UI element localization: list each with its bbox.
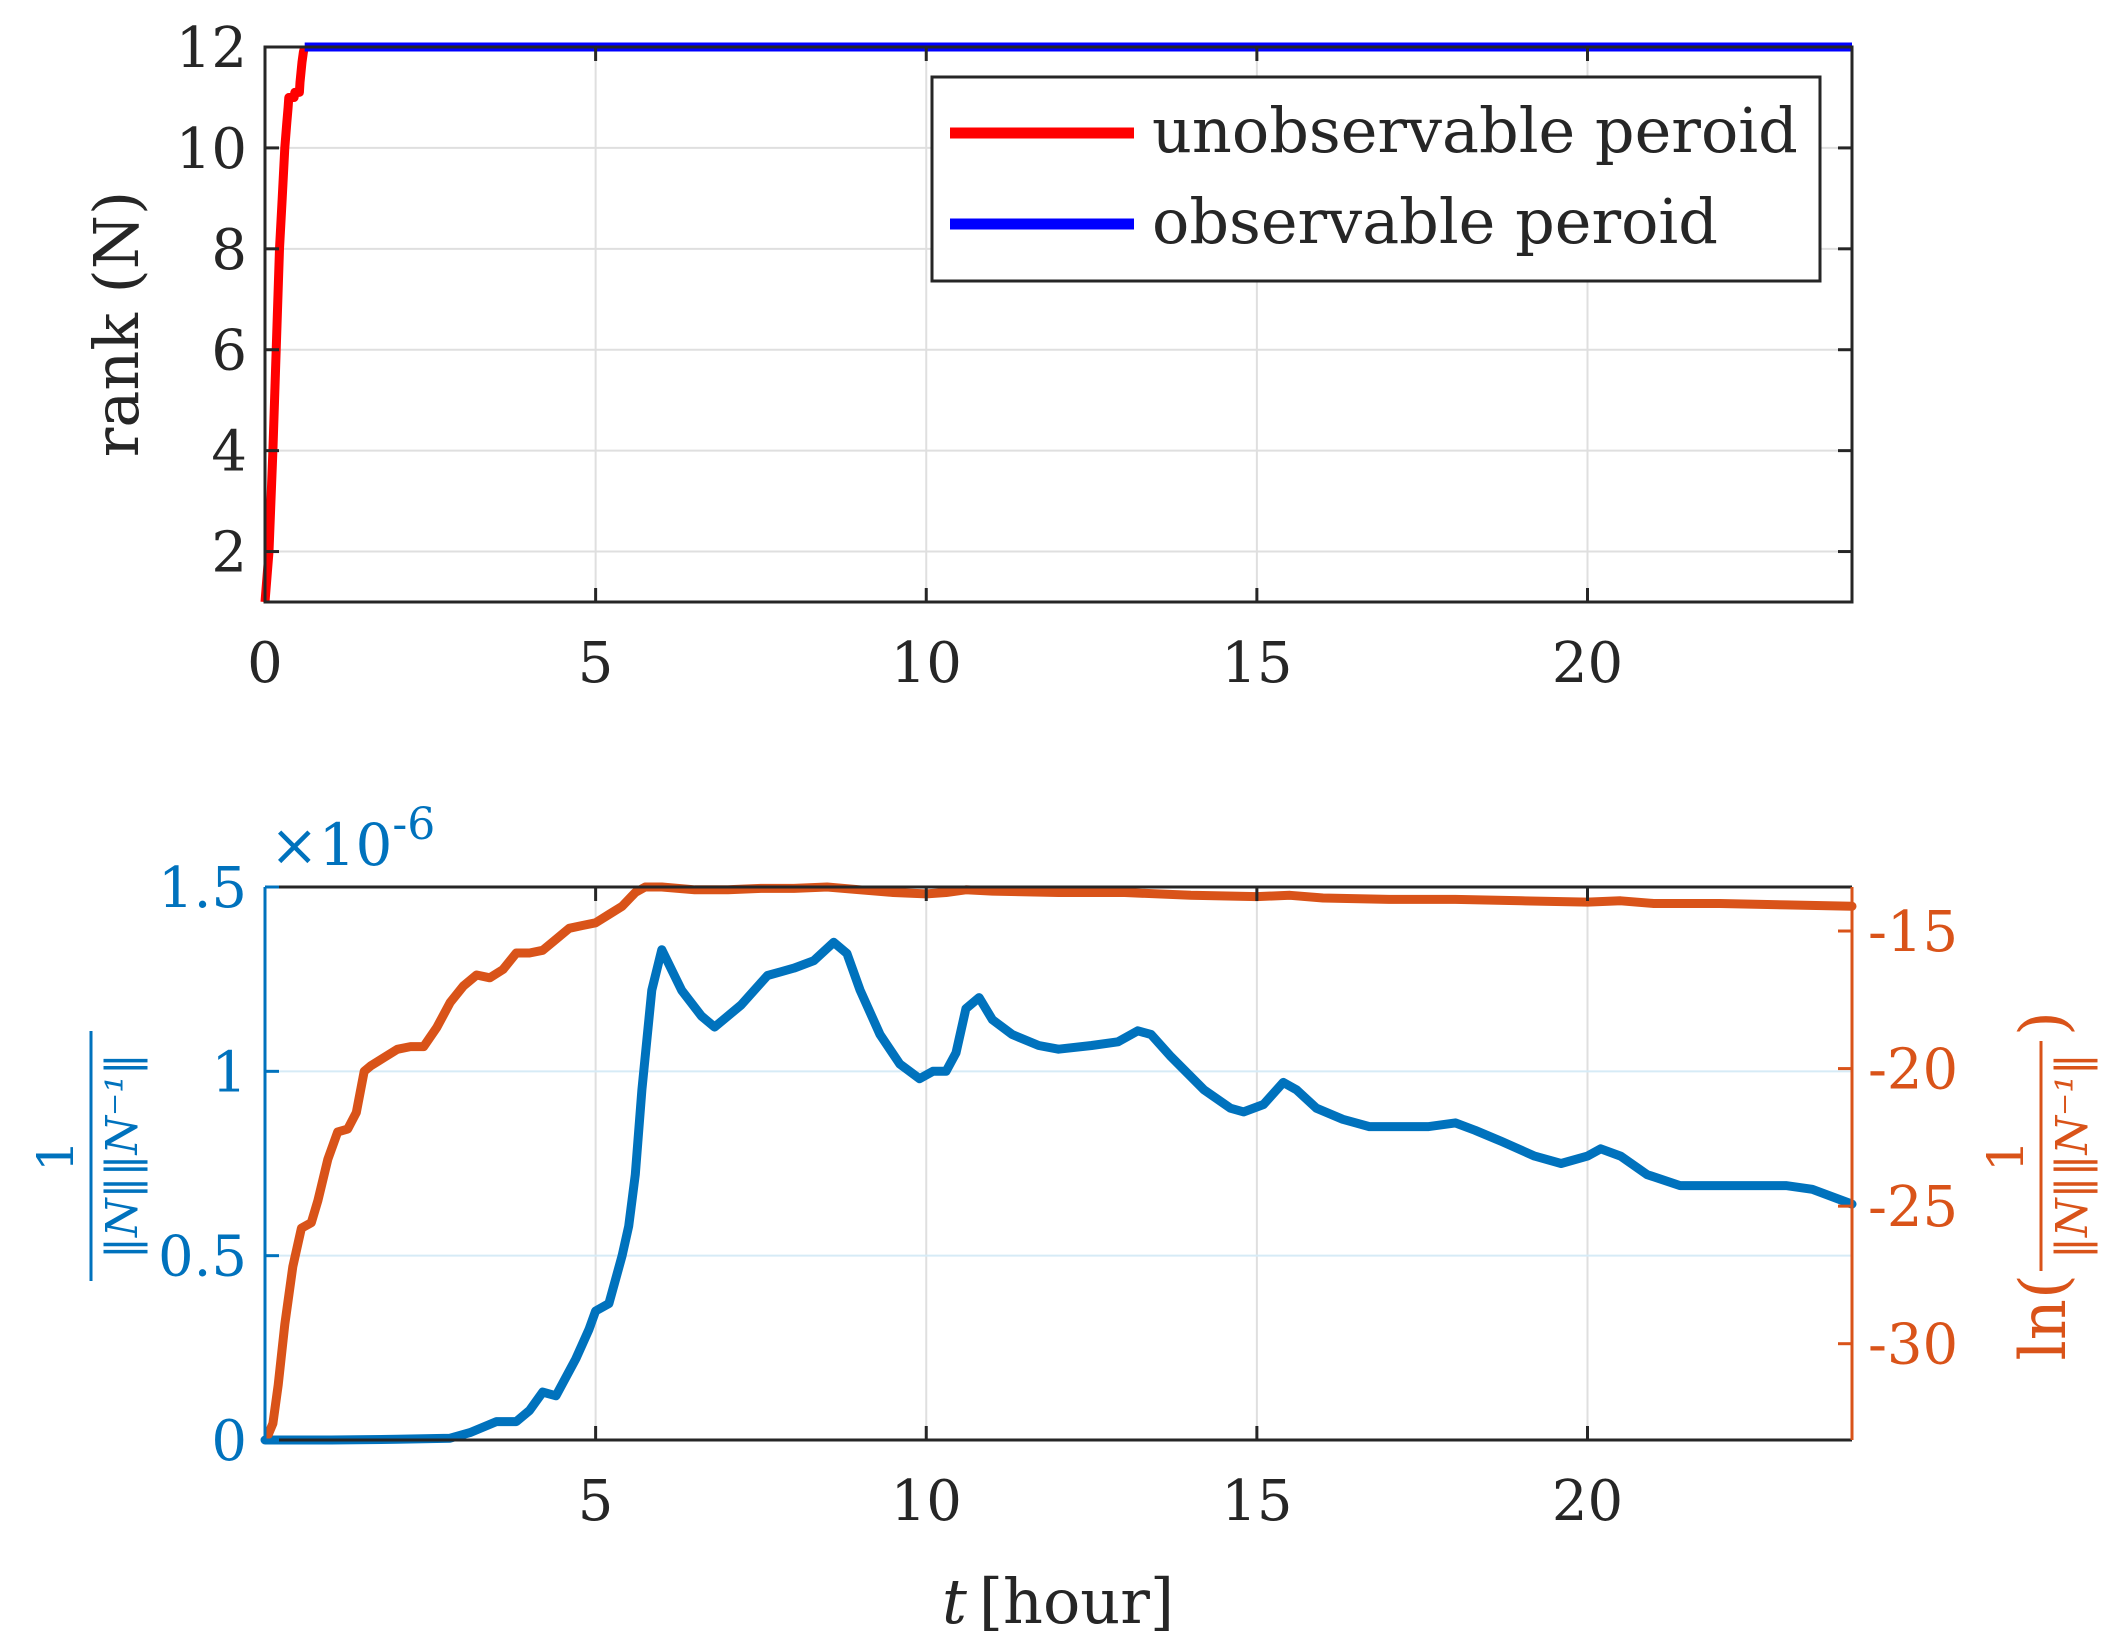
top-x-tick-label: 20: [1552, 631, 1623, 696]
log-inverse-condition-series-line: [263, 882, 1857, 1439]
top-y-tick-label: 2: [211, 521, 247, 586]
inverse-condition-series-line: [260, 937, 1857, 1445]
right-y-label-suffix: ): [2007, 1011, 2081, 1036]
top-x-tick-label: 5: [578, 631, 614, 696]
right-y-tick-label: -20: [1868, 1038, 1958, 1103]
top-y-tick-label: 10: [176, 117, 247, 182]
rank-chart: 0 5 10 15 20 2 4 6 8 10 12 rank (N) unobservable …: [80, 16, 1854, 696]
left-y-axis-label: 1 ‖N‖‖N⁻¹‖: [27, 1031, 148, 1281]
right-y-label-denominator: ‖N‖‖N⁻¹‖: [2047, 1053, 2098, 1259]
legend-box: [930, 75, 1822, 283]
y-exponent-label: ×10-6: [270, 799, 435, 879]
top-y-axis-label: rank (N): [80, 191, 153, 457]
right-y-axis-label: ln( 1 ‖N‖‖N⁻¹‖ ): [1977, 1011, 2098, 1361]
top-x-tick-label: 0: [247, 631, 283, 696]
top-y-tick-label: 12: [176, 16, 247, 81]
right-y-tick-label: -30: [1868, 1313, 1958, 1378]
right-y-label-prefix: ln(: [2007, 1274, 2081, 1361]
top-x-tick-labels: 0 5 10 15 20: [247, 631, 1623, 696]
x-axis-variable: t: [942, 1565, 967, 1638]
bottom-series-lines: [260, 882, 1857, 1445]
y-exponent-power: -6: [392, 799, 435, 850]
right-y-tick-labels: -15 -20 -25 -30: [1868, 900, 1958, 1378]
bottom-x-tick-labels: 5 10 15 20: [578, 1469, 1623, 1534]
left-y-tick-label: 0.5: [158, 1225, 247, 1290]
legend-entry-observable: observable peroid: [1152, 185, 1718, 258]
bottom-ticks: [265, 885, 1852, 1442]
condition-number-chart: 5 10 15 20 0 0.5 1 1.5 -15 -20 -25 -30 ×10-6 t [ho…: [27, 799, 2098, 1638]
left-y-tick-label: 1.5: [158, 856, 247, 921]
right-y-tick-label: -15: [1868, 900, 1958, 965]
right-y-label-numerator: 1: [1977, 1140, 2035, 1172]
left-y-label-numerator: 1: [27, 1140, 85, 1172]
top-x-tick-label: 10: [891, 631, 962, 696]
left-y-tick-label: 1: [211, 1040, 247, 1105]
right-y-tick-label: -25: [1868, 1175, 1958, 1240]
left-y-tick-labels: 0 0.5 1 1.5: [158, 856, 247, 1474]
bottom-x-axis-label: t [hour]: [942, 1565, 1174, 1638]
legend-entry-unobservable: unobservable peroid: [1152, 94, 1798, 167]
left-y-tick-label: 0: [211, 1409, 247, 1474]
top-axes-box: [263, 45, 1854, 604]
bottom-x-tick-label: 5: [578, 1469, 614, 1534]
top-y-tick-labels: 2 4 6 8 10 12: [176, 16, 247, 586]
bottom-x-tick-label: 10: [891, 1469, 962, 1534]
y-exponent-multiplier: ×10: [270, 811, 392, 879]
top-ticks: [263, 45, 1852, 602]
x-axis-unit: [hour]: [979, 1565, 1174, 1638]
top-y-tick-label: 6: [211, 319, 247, 384]
bottom-x-tick-label: 15: [1221, 1469, 1292, 1534]
bottom-x-tick-label: 20: [1552, 1469, 1623, 1534]
top-y-tick-label: 8: [211, 218, 247, 283]
unobservable-series-line: [260, 45, 310, 603]
legend: unobservable peroid observable peroid: [930, 75, 1822, 283]
top-x-tick-label: 15: [1221, 631, 1292, 696]
top-y-tick-label: 4: [211, 420, 247, 485]
left-y-label-denominator: ‖N‖‖N⁻¹‖: [97, 1053, 148, 1259]
